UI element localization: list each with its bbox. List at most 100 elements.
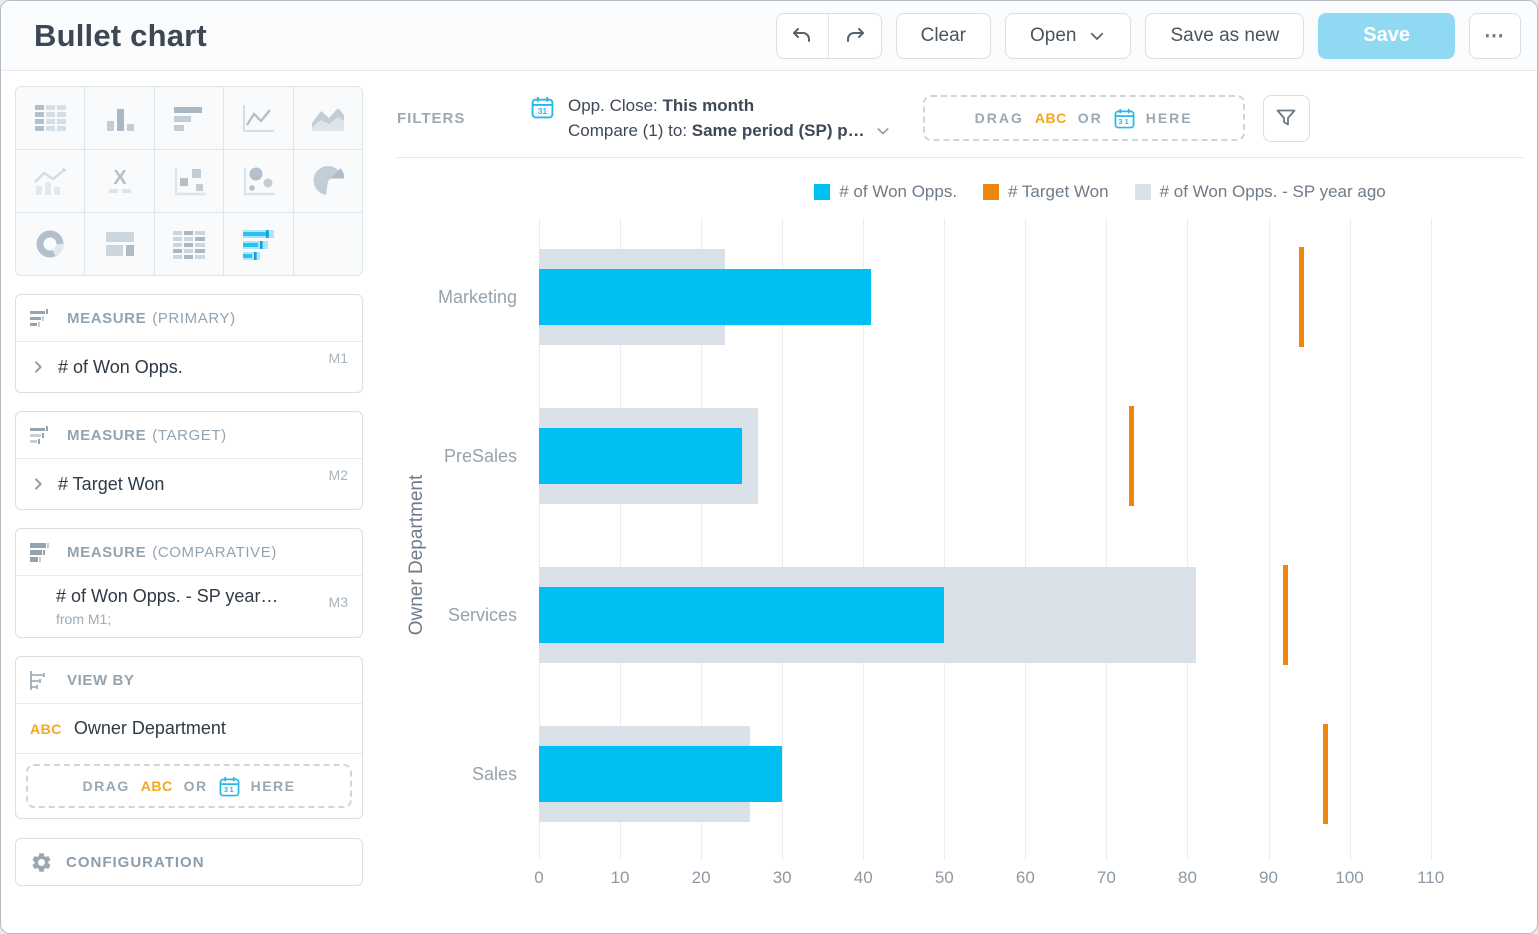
filter-field-label: Compare (1) to: [568, 121, 692, 140]
configuration-button[interactable]: CONFIGURATION [16, 839, 362, 885]
primary-bar[interactable] [539, 587, 945, 643]
filter-compare-text: Compare (1) to: Same period (SP) p… [568, 118, 865, 143]
clear-button[interactable]: Clear [895, 12, 991, 59]
legend-label: # of Won Opps. - SP year ago [1159, 182, 1386, 201]
chart-type-empty-cell [293, 213, 362, 275]
chart-type-crosstab[interactable]: X [85, 150, 154, 212]
measure-comparative-panel: MEASURE (COMPARATIVE) # of Won Opps. - S… [15, 528, 363, 638]
legend-item[interactable]: # Target Won [983, 182, 1109, 202]
filters-divider [397, 157, 1523, 158]
x-tick-label: 40 [853, 868, 873, 887]
bullet-row [539, 377, 1459, 536]
save-button[interactable]: Save [1318, 12, 1455, 59]
x-tick-label: 0 [534, 868, 544, 887]
measure-comparative-icon [30, 542, 49, 562]
chart-type-pivot[interactable] [154, 213, 224, 275]
line-chart-icon [243, 105, 275, 132]
target-tick[interactable] [1128, 406, 1134, 506]
target-tick[interactable] [1323, 724, 1329, 824]
date-filter[interactable]: 31 Opp. Close: This month Compare (1) to… [531, 93, 891, 143]
undo-redo-group [775, 12, 882, 59]
view-by-header: VIEW BY [16, 657, 362, 704]
chart-type-bubble[interactable] [224, 150, 293, 212]
bullet-row [539, 536, 1459, 695]
primary-bar[interactable] [539, 428, 742, 484]
filter-line-2: Compare (1) to: Same period (SP) p… [568, 118, 891, 143]
legend-item[interactable]: # of Won Opps. [814, 182, 957, 202]
undo-button[interactable] [777, 13, 829, 58]
calendar-icon: 31 [531, 97, 554, 119]
x-tick-label: 110 [1417, 868, 1445, 887]
bullet-chart-icon [243, 230, 275, 260]
measure-target-item[interactable]: # Target Won M2 [16, 459, 362, 509]
measure-primary-item[interactable]: # of Won Opps. M1 [16, 342, 362, 392]
pie-chart-icon [313, 166, 344, 195]
target-tick[interactable] [1298, 247, 1304, 347]
gridline [1349, 218, 1351, 860]
filter-line-1: Opp. Close: This month [568, 93, 891, 118]
more-options-button[interactable]: ⋯ [1469, 12, 1521, 59]
measure-target-header: MEASURE (TARGET) [16, 412, 362, 459]
gridline [863, 218, 865, 860]
chart-canvas: FILTERS 31 Opp. Close: This month Compar… [365, 71, 1537, 933]
chart-type-column[interactable] [85, 87, 154, 149]
legend-item[interactable]: # of Won Opps. - SP year ago [1134, 182, 1386, 202]
calendar-icon: 31 [1114, 108, 1135, 128]
measure-formula-note: from M1; [56, 611, 112, 627]
chart-type-line[interactable] [224, 87, 293, 149]
redo-button[interactable] [829, 14, 881, 58]
chart-type-layout[interactable] [85, 213, 154, 275]
panel-subtitle: (COMPARATIVE) [152, 543, 277, 561]
chart-type-table[interactable] [16, 87, 85, 149]
save-as-new-button[interactable]: Save as new [1145, 12, 1305, 59]
panel-title: VIEW BY [67, 671, 135, 689]
chart-legend: # of Won Opps. # Target Won # of Won Opps.… [397, 182, 1523, 202]
category-label: Services [447, 605, 517, 625]
panel-title: MEASURE [67, 309, 147, 327]
measure-target-panel: MEASURE (TARGET) # Target Won M2 [15, 411, 363, 510]
dropzone-here-label: HERE [250, 778, 296, 794]
donut-chart-icon [36, 230, 64, 258]
x-table-icon: X [108, 167, 131, 193]
target-tick[interactable] [1282, 565, 1288, 665]
redo-icon [846, 27, 864, 42]
dropzone-or-label: OR [183, 778, 208, 794]
chevron-right-icon [35, 478, 42, 490]
toolbar-controls: Clear Open Save as new Save ⋯ [775, 12, 1521, 59]
filters-dropzone[interactable]: DRAG ABC OR 31 HERE [922, 95, 1245, 141]
measure-tag: M1 [328, 350, 348, 366]
dropzone-drag-label: DRAG [82, 778, 130, 794]
panel-title: MEASURE [67, 426, 147, 444]
measure-comparative-item[interactable]: # of Won Opps. - SP year… from M1; M3 [16, 576, 362, 637]
svg-text:31: 31 [223, 785, 234, 794]
advanced-filter-button[interactable] [1262, 94, 1310, 142]
chart-type-donut[interactable] [16, 213, 85, 275]
primary-bar[interactable] [539, 746, 783, 802]
chevron-down-icon[interactable] [875, 123, 891, 139]
x-tick-label: 100 [1335, 868, 1364, 887]
panel-title: MEASURE [67, 543, 147, 561]
y-axis-title-col: Owner Department [399, 218, 435, 892]
chart-type-bullet[interactable] [224, 213, 293, 275]
primary-bar[interactable] [539, 269, 872, 325]
view-by-panel: VIEW BY ABC Owner Department DRAG ABC OR… [15, 656, 363, 819]
svg-text:31: 31 [1118, 117, 1130, 126]
view-by-item[interactable]: ABC Owner Department [16, 704, 362, 754]
dimension-name: Owner Department [73, 718, 226, 738]
bullet-chart: Owner Department Marketing PreSales Servic… [399, 218, 1459, 892]
filter-value: This month [662, 96, 755, 115]
gridline [701, 218, 703, 860]
view-by-dropzone[interactable]: DRAG ABC OR 31 HERE [26, 764, 352, 808]
chart-type-area[interactable] [293, 87, 362, 149]
chevron-right-icon [35, 361, 42, 373]
chart-type-combo[interactable] [16, 150, 85, 212]
gridline [1187, 218, 1189, 860]
chart-builder-sidebar: X [1, 71, 365, 933]
chart-type-scatter[interactable] [154, 150, 224, 212]
y-axis-title: Owner Department [406, 474, 427, 636]
open-button[interactable]: Open [1005, 12, 1132, 59]
chart-type-bar[interactable] [154, 87, 224, 149]
chart-type-pie[interactable] [293, 150, 362, 212]
page-title: Bullet chart [34, 17, 207, 53]
